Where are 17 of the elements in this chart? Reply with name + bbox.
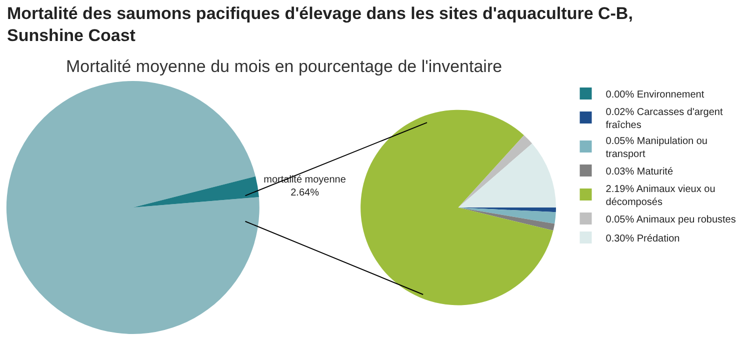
pie-slice [458, 135, 532, 208]
data-label: 2.64% [290, 187, 320, 198]
pie-slice [458, 208, 556, 224]
pie-slice [458, 208, 555, 231]
chart-title: Mortalité des saumons pacifiques d'élevage dans les sites d'aquaculture C-B, Sunshine Coast [7, 4, 633, 46]
chart-subtitle: Mortalité moyenne du mois en pourcentage de l'inventaire [66, 57, 502, 76]
legend-label: 0.03% Maturité [606, 166, 674, 178]
legend-label: 0.00% Environnement [606, 89, 704, 100]
legend-label: 0.30% Prédation [606, 233, 680, 244]
pie-slice [458, 144, 556, 208]
legend-label: 2.19% Animaux vieux ou décomposés [606, 184, 716, 208]
legend-label: 0.05% Animaux peu robustes [606, 214, 736, 226]
legend-label: 0.05% Manipulation ou transport [606, 136, 708, 160]
pie-slice [132, 176, 259, 208]
legend-label: 0.02% Carcasses d'argent fraîches [606, 106, 723, 131]
pie-slice [360, 110, 554, 306]
pie-slice [6, 81, 260, 334]
